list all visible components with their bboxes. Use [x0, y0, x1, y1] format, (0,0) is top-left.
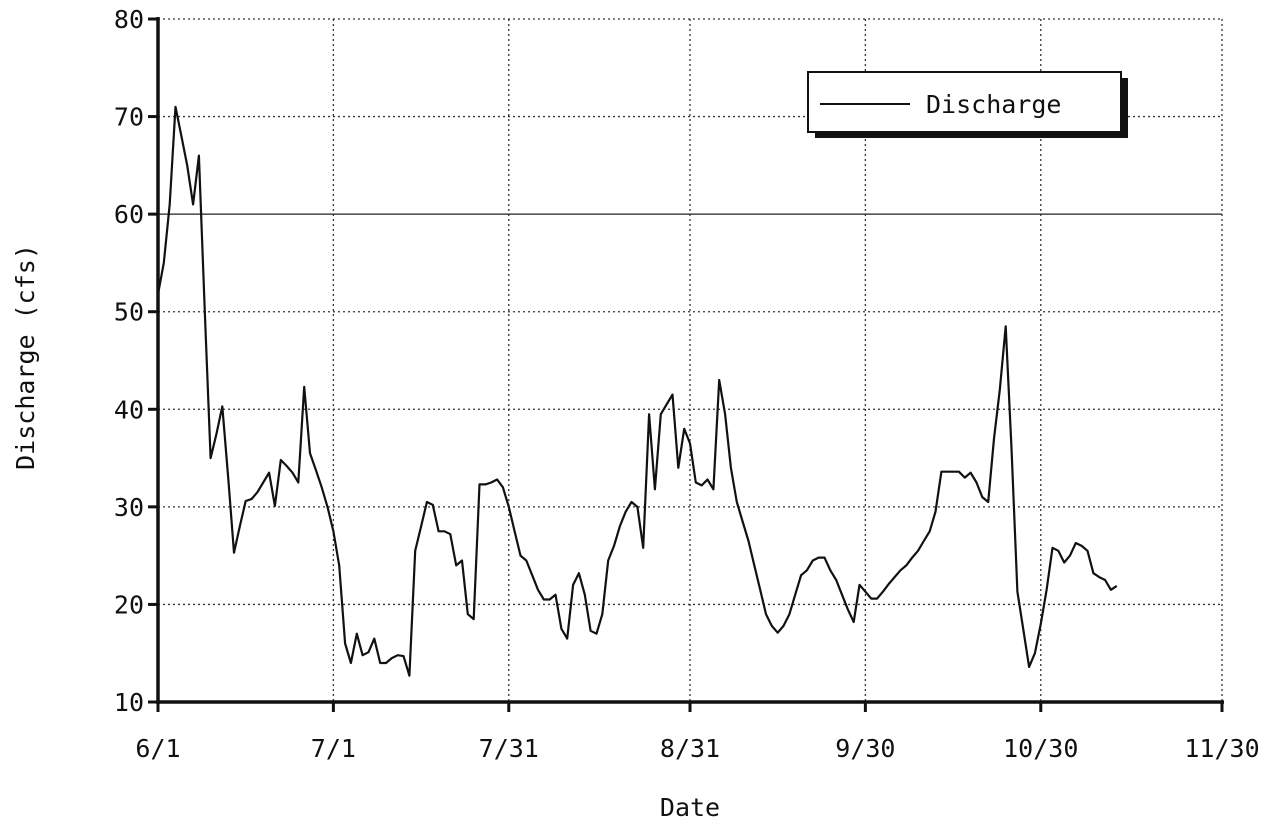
series-lines: [156, 105, 1118, 677]
series-line-discharge: [156, 105, 1118, 677]
y-tick-label: 60: [114, 200, 144, 229]
axes: [148, 17, 1224, 712]
y-tick-label: 40: [114, 395, 144, 424]
y-tick-label: 70: [114, 103, 144, 132]
legend-box: [807, 71, 1122, 133]
x-tick-label: 8/31: [660, 734, 720, 763]
y-tick-label: 50: [114, 298, 144, 327]
legend: Discharge: [807, 71, 1128, 138]
y-tick-label: 20: [114, 590, 144, 619]
x-tick-label: 7/1: [311, 734, 356, 763]
x-tick-label: 9/30: [835, 734, 895, 763]
x-tick-label: 6/1: [135, 734, 180, 763]
y-axis-title: Discharge (cfs): [11, 244, 40, 470]
x-tick-label: 10/30: [1003, 734, 1078, 763]
x-axis-title: Date: [660, 793, 720, 822]
y-tick-label: 80: [114, 5, 144, 34]
x-tick-label: 7/31: [479, 734, 539, 763]
y-tick-label: 30: [114, 493, 144, 522]
y-tick-label: 10: [114, 688, 144, 717]
x-tick-label: 11/30: [1184, 734, 1259, 763]
y-tick-labels: 10 20 30 40 50 60 70 80: [114, 5, 144, 717]
legend-label-discharge: Discharge: [926, 90, 1061, 119]
x-tick-labels: 6/1 7/1 7/31 8/31 9/30 10/30 11/30: [135, 734, 1259, 763]
